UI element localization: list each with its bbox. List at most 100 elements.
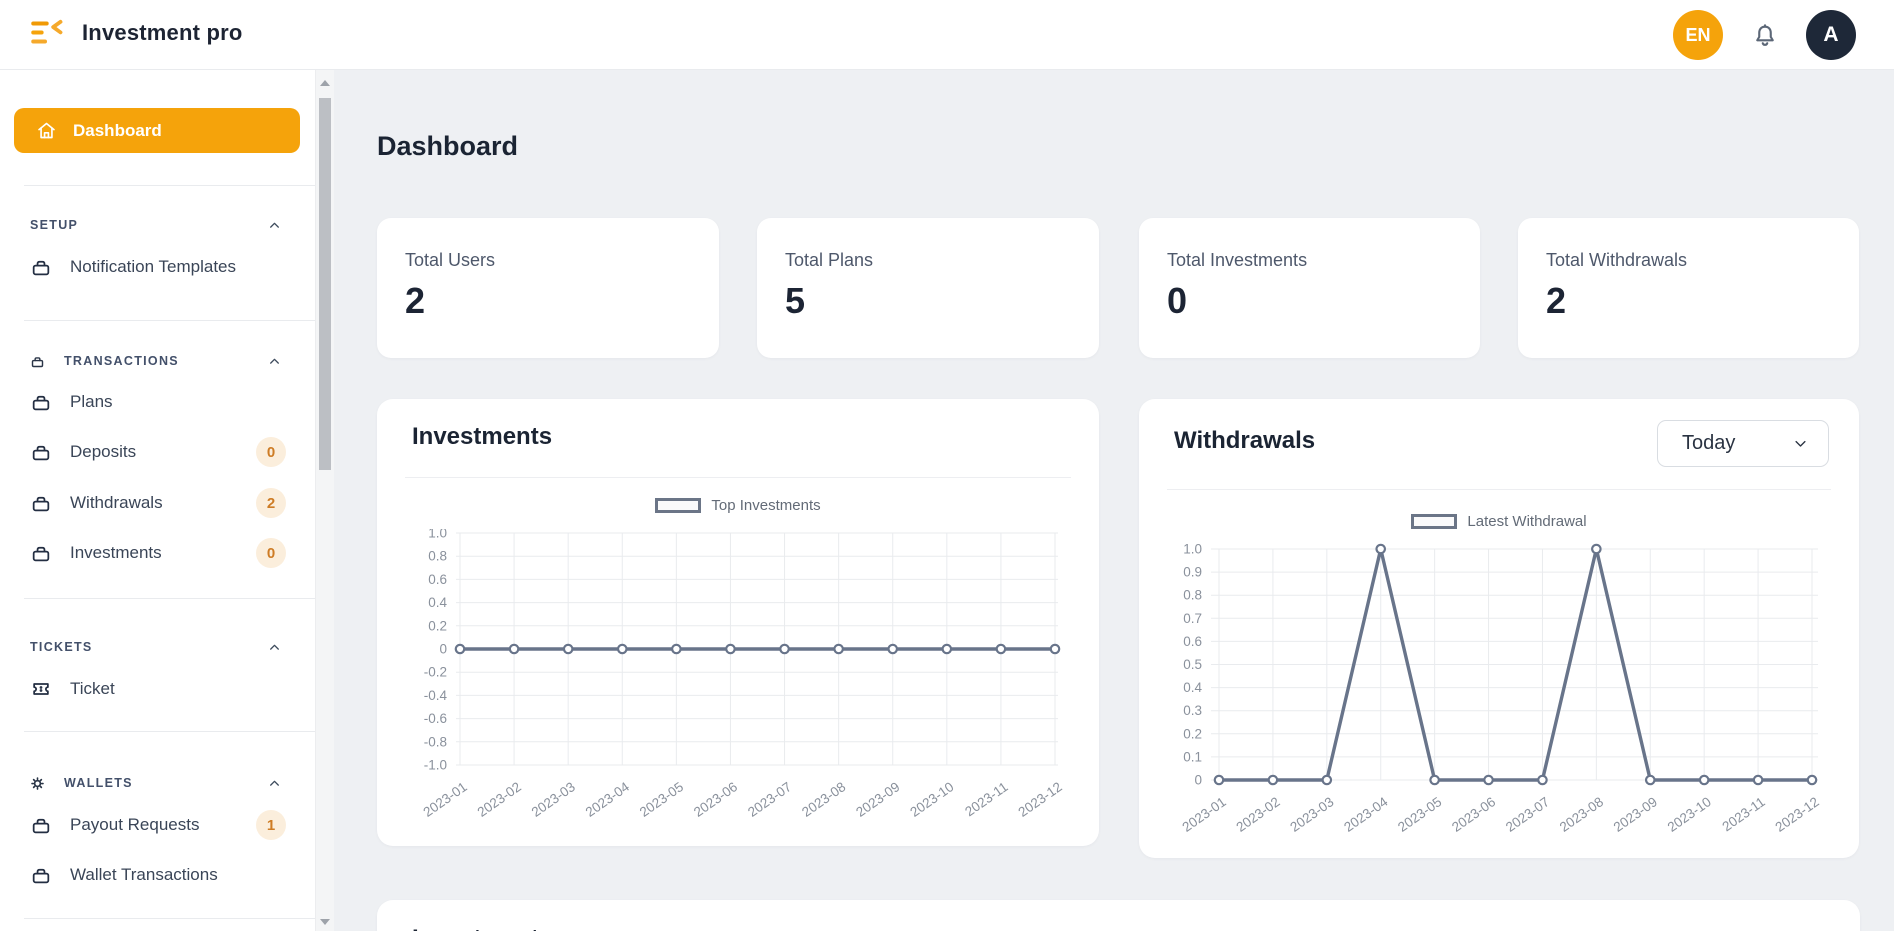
sidebar-item-plans[interactable]: Plans — [0, 386, 315, 418]
stat-card-total-users: Total Users 2 — [377, 218, 719, 358]
briefcase-icon — [32, 496, 50, 512]
gear-icon — [31, 776, 44, 790]
chart-legend[interactable]: Latest Withdrawal — [1139, 513, 1859, 530]
stat-label: Total Withdrawals — [1546, 250, 1688, 270]
payout-requests-count-badge: 1 — [256, 810, 286, 840]
svg-text:2023-11: 2023-11 — [1719, 794, 1767, 834]
svg-text:0.5: 0.5 — [1183, 657, 1202, 672]
withdrawals-card-title: Withdrawals — [1174, 427, 1316, 454]
svg-text:0.8: 0.8 — [428, 549, 447, 564]
svg-text:0: 0 — [1194, 773, 1202, 788]
svg-text:2023-09: 2023-09 — [1611, 794, 1660, 835]
svg-text:2023-10: 2023-10 — [1665, 794, 1714, 835]
svg-text:2023-07: 2023-07 — [1503, 794, 1552, 835]
sidebar-item-deposits[interactable]: Deposits — [0, 436, 315, 468]
sidebar-item-label: Ticket — [70, 679, 115, 698]
briefcase-icon — [32, 395, 50, 411]
sidebar-item-notification-templates[interactable]: Notification Templates — [0, 251, 315, 283]
svg-text:2023-09: 2023-09 — [853, 779, 902, 820]
svg-text:1.0: 1.0 — [428, 529, 447, 541]
svg-text:0.3: 0.3 — [1183, 703, 1202, 718]
svg-text:-0.4: -0.4 — [424, 688, 448, 703]
sidebar-item-investments[interactable]: Investments — [0, 537, 315, 569]
svg-text:0: 0 — [439, 642, 447, 657]
svg-text:2023-08: 2023-08 — [799, 779, 848, 820]
sidebar-section-wallets[interactable]: WALLETS — [0, 773, 315, 793]
svg-text:2023-04: 2023-04 — [583, 779, 633, 820]
card-divider — [1167, 489, 1831, 490]
svg-text:0.2: 0.2 — [428, 618, 447, 633]
investments-chart-card: Investments Top Investments 1.0 0.8 0.6 0.4… — [377, 399, 1099, 846]
svg-text:-1.0: -1.0 — [424, 758, 447, 773]
svg-text:0.6: 0.6 — [428, 572, 447, 587]
sidebar-divider — [24, 185, 315, 186]
section-title: TRANSACTIONS — [64, 354, 179, 368]
sidebar-section-tickets[interactable]: TICKETS — [0, 637, 315, 657]
svg-text:2023-05: 2023-05 — [637, 779, 686, 820]
briefcase-icon — [32, 868, 50, 884]
svg-text:2023-01: 2023-01 — [421, 779, 470, 820]
sidebar-divider — [24, 918, 315, 919]
section-title: SETUP — [30, 218, 79, 232]
chevron-up-icon — [270, 780, 279, 786]
chevron-up-icon — [270, 222, 279, 228]
sidebar-section-transactions[interactable]: TRANSACTIONS — [0, 351, 315, 371]
home-icon — [38, 122, 55, 139]
stat-card-total-withdrawals: Total Withdrawals 2 — [1518, 218, 1859, 358]
sidebar-item-withdrawals[interactable]: Withdrawals — [0, 487, 315, 519]
stat-card-total-plans: Total Plans 5 — [757, 218, 1099, 358]
svg-text:0.6: 0.6 — [1183, 634, 1202, 649]
withdrawals-chart-card: Withdrawals Today Latest Withdrawal 1.0 0… — [1139, 399, 1859, 858]
bottom-card: Investments — [377, 900, 1860, 931]
bottom-card-title: Investments — [412, 925, 552, 931]
section-title: TICKETS — [30, 640, 93, 654]
brand-title: Investment pro — [82, 19, 243, 45]
chart-legend[interactable]: Top Investments — [377, 497, 1099, 514]
briefcase-icon — [32, 546, 50, 562]
svg-text:0.1: 0.1 — [1183, 749, 1202, 764]
svg-text:2023-08: 2023-08 — [1557, 794, 1606, 835]
stat-value: 2 — [1546, 280, 1567, 321]
stat-label: Total Plans — [785, 250, 874, 270]
svg-text:2023-02: 2023-02 — [475, 779, 524, 820]
svg-text:2023-03: 2023-03 — [529, 779, 578, 820]
sidebar-item-payout-requests[interactable]: Payout Requests — [0, 809, 315, 841]
svg-text:1.0: 1.0 — [1183, 542, 1202, 557]
stat-card-total-investments: Total Investments 0 — [1139, 218, 1480, 358]
sidebar-item-label: Deposits — [70, 442, 137, 461]
svg-text:0.7: 0.7 — [1183, 611, 1202, 626]
sidebar-item-wallet-transactions[interactable]: Wallet Transactions — [0, 859, 315, 891]
brand: Investment pro — [30, 19, 243, 46]
withdrawals-period-select[interactable]: Today — [1657, 420, 1829, 467]
language-badge[interactable]: EN — [1673, 10, 1723, 60]
investments-line-chart[interactable]: 1.0 0.8 0.6 0.4 0.2 0 -0.2 -0.4 -0.6 -0.8 -1.0 2023… — [377, 529, 1099, 846]
sidebar-scrollbar[interactable] — [315, 70, 334, 931]
user-avatar[interactable]: A — [1806, 10, 1856, 60]
scrollbar-thumb[interactable] — [319, 98, 331, 470]
svg-text:-0.2: -0.2 — [424, 665, 447, 680]
top-header: Investment pro EN A — [0, 0, 1894, 70]
svg-text:0.2: 0.2 — [1183, 726, 1202, 741]
sidebar-item-label: Investments — [70, 543, 162, 562]
legend-label: Top Investments — [711, 497, 821, 514]
menu-collapse-icon[interactable] — [30, 19, 64, 46]
notifications-button[interactable] — [1750, 21, 1780, 51]
briefcase-icon — [32, 260, 50, 276]
stat-label: Total Users — [405, 250, 496, 270]
svg-text:2023-06: 2023-06 — [691, 779, 740, 820]
svg-text:2023-12: 2023-12 — [1773, 794, 1822, 835]
svg-text:0.8: 0.8 — [1183, 588, 1202, 603]
stat-value: 0 — [1167, 280, 1188, 321]
svg-text:2023-12: 2023-12 — [1016, 779, 1065, 820]
legend-swatch — [655, 498, 702, 513]
scrollbar-up-arrow[interactable] — [320, 80, 330, 86]
scrollbar-down-arrow[interactable] — [320, 919, 330, 925]
sidebar-divider — [24, 320, 315, 321]
sidebar-item-dashboard[interactable]: Dashboard — [14, 108, 300, 153]
withdrawals-count-badge: 2 — [256, 488, 286, 518]
sidebar-item-label: Wallet Transactions — [70, 865, 218, 884]
sidebar-item-ticket[interactable]: Ticket — [0, 673, 315, 705]
sidebar-section-setup[interactable]: SETUP — [0, 215, 315, 235]
